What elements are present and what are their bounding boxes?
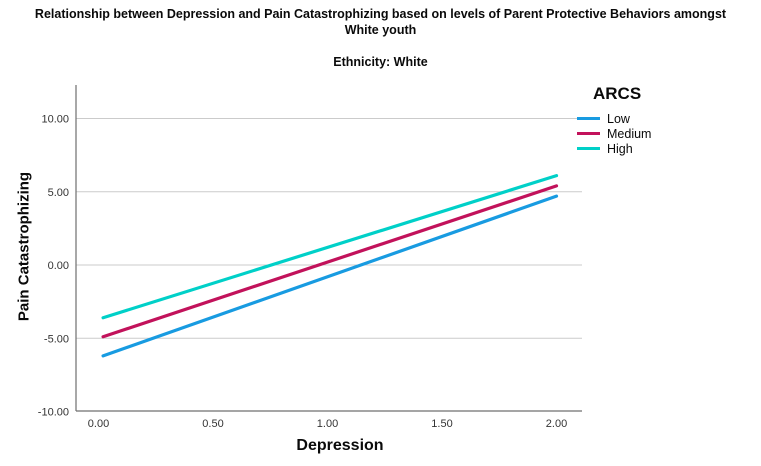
x-tick-label-1.00: 1.00 [317, 418, 338, 430]
series-line-medium [101, 184, 559, 339]
x-tick-label-0.50: 0.50 [202, 418, 223, 430]
x-tick-label-0.00: 0.00 [88, 418, 109, 430]
legend-label-medium: Medium [607, 126, 652, 141]
series-line-low [101, 194, 559, 358]
y-tick-label-0.00: 0.00 [48, 260, 69, 272]
y-tick-label-5.00: 5.00 [48, 187, 69, 199]
legend-item-medium: Medium [577, 126, 651, 141]
legend-label-high: High [607, 141, 633, 156]
x-tick-label-1.50: 1.50 [431, 418, 452, 430]
y-tick-label--5.00: -5.00 [44, 333, 69, 345]
x-tick-label-2.00: 2.00 [546, 418, 567, 430]
legend-swatch-low [577, 117, 600, 120]
x-axis-title: Depression [296, 437, 384, 454]
chart-subtitle: Ethnicity: White [333, 55, 428, 69]
y-tick-label-10.00: 10.00 [41, 114, 69, 126]
legend-items: Low Medium High [577, 111, 651, 156]
y-axis-title: Pain Catastrophizing [15, 171, 33, 322]
legend-label-low: Low [607, 111, 630, 126]
series-line-high [101, 174, 559, 320]
legend-swatch-high [577, 147, 600, 150]
legend-item-low: Low [577, 111, 651, 126]
y-tick-label--10.00: -10.00 [38, 407, 69, 419]
legend: ARCS Low Medium High [577, 84, 651, 156]
chart-title-line2: White youth [344, 23, 417, 37]
legend-title: ARCS [593, 84, 642, 103]
chart-title-line1: Relationship between Depression and Pain… [34, 7, 727, 21]
chart-title: Relationship between Depression and Pain… [0, 6, 761, 38]
legend-item-high: High [577, 141, 651, 156]
legend-swatch-medium [577, 132, 600, 135]
